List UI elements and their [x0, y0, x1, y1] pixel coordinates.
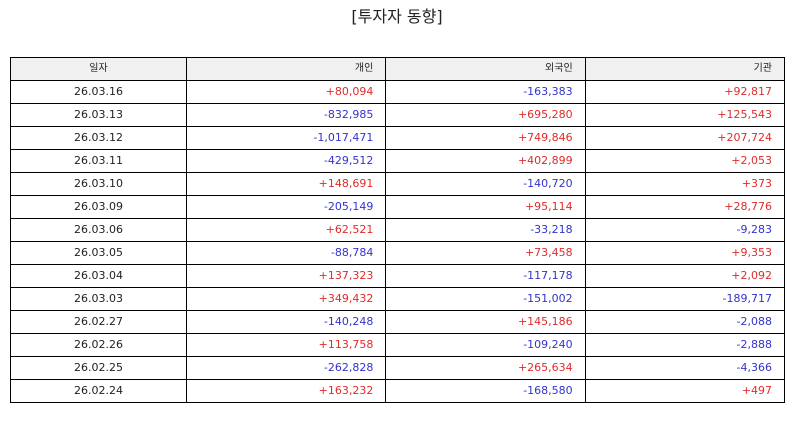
cell-date: 26.02.26: [10, 333, 187, 357]
table-header-row: 일자 개인 외국인 기관: [10, 57, 786, 81]
cell-date: 26.03.16: [10, 80, 187, 104]
table-row: 26.02.27 -140,248 +145,186 -2,088: [10, 310, 786, 334]
cell-institution: +28,776: [584, 195, 786, 219]
cell-date: 26.02.25: [10, 356, 187, 380]
cell-institution: -2,088: [584, 310, 786, 334]
cell-foreign: +145,186: [385, 310, 586, 334]
header-date: 일자: [10, 57, 187, 81]
cell-foreign: -168,580: [385, 379, 586, 403]
cell-individual: -1,017,471: [185, 126, 387, 150]
investor-flow-table: 일자 개인 외국인 기관 26.03.16 +80,094 -163,383 +92,…: [10, 57, 786, 403]
table-row: 26.03.10 +148,691 -140,720 +373: [10, 172, 786, 196]
cell-institution: +373: [584, 172, 786, 196]
cell-foreign: +265,634: [385, 356, 586, 380]
cell-date: 26.03.10: [10, 172, 187, 196]
cell-individual: +137,323: [185, 264, 387, 288]
cell-date: 26.02.27: [10, 310, 187, 334]
table-row: 26.02.26 +113,758 -109,240 -2,888: [10, 333, 786, 357]
cell-institution: -189,717: [584, 287, 786, 311]
cell-individual: -205,149: [185, 195, 387, 219]
cell-institution: +125,543: [584, 103, 786, 127]
cell-date: 26.03.11: [10, 149, 187, 173]
table-row: 26.02.24 +163,232 -168,580 +497: [10, 379, 786, 403]
cell-foreign: +749,846: [385, 126, 586, 150]
cell-individual: +349,432: [185, 287, 387, 311]
table-row: 26.03.12 -1,017,471 +749,846 +207,724: [10, 126, 786, 150]
cell-individual: -88,784: [185, 241, 387, 265]
cell-date: 26.02.24: [10, 379, 187, 403]
cell-institution: -4,366: [584, 356, 786, 380]
cell-individual: -832,985: [185, 103, 387, 127]
cell-foreign: +402,899: [385, 149, 586, 173]
cell-individual: +148,691: [185, 172, 387, 196]
cell-date: 26.03.05: [10, 241, 187, 265]
cell-institution: +2,053: [584, 149, 786, 173]
cell-institution: -9,283: [584, 218, 786, 242]
cell-foreign: -109,240: [385, 333, 586, 357]
cell-date: 26.03.13: [10, 103, 187, 127]
header-institution: 기관: [584, 57, 786, 81]
cell-date: 26.03.04: [10, 264, 187, 288]
cell-institution: +2,092: [584, 264, 786, 288]
header-individual: 개인: [185, 57, 387, 81]
table-row: 26.03.04 +137,323 -117,178 +2,092: [10, 264, 786, 288]
cell-individual: +113,758: [185, 333, 387, 357]
table-row: 26.03.06 +62,521 -33,218 -9,283: [10, 218, 786, 242]
cell-date: 26.03.09: [10, 195, 187, 219]
cell-institution: +497: [584, 379, 786, 403]
table-row: 26.03.09 -205,149 +95,114 +28,776: [10, 195, 786, 219]
cell-date: 26.03.03: [10, 287, 187, 311]
cell-institution: -2,888: [584, 333, 786, 357]
cell-individual: -429,512: [185, 149, 387, 173]
cell-date: 26.03.06: [10, 218, 187, 242]
cell-individual: +80,094: [185, 80, 387, 104]
cell-individual: +62,521: [185, 218, 387, 242]
page-title: [투자자 동향]: [351, 7, 443, 26]
table-row: 26.03.16 +80,094 -163,383 +92,817: [10, 80, 786, 104]
cell-individual: -262,828: [185, 356, 387, 380]
table-row: 26.03.13 -832,985 +695,280 +125,543: [10, 103, 786, 127]
cell-individual: -140,248: [185, 310, 387, 334]
cell-foreign: -151,002: [385, 287, 586, 311]
cell-foreign: -33,218: [385, 218, 586, 242]
cell-date: 26.03.12: [10, 126, 187, 150]
cell-institution: +92,817: [584, 80, 786, 104]
cell-institution: +9,353: [584, 241, 786, 265]
table-row: 26.03.03 +349,432 -151,002 -189,717: [10, 287, 786, 311]
cell-individual: +163,232: [185, 379, 387, 403]
table-row: 26.02.25 -262,828 +265,634 -4,366: [10, 356, 786, 380]
cell-institution: +207,724: [584, 126, 786, 150]
cell-foreign: +695,280: [385, 103, 586, 127]
header-foreign: 외국인: [385, 57, 586, 81]
cell-foreign: +73,458: [385, 241, 586, 265]
cell-foreign: -163,383: [385, 80, 586, 104]
cell-foreign: -117,178: [385, 264, 586, 288]
cell-foreign: -140,720: [385, 172, 586, 196]
table-row: 26.03.11 -429,512 +402,899 +2,053: [10, 149, 786, 173]
cell-foreign: +95,114: [385, 195, 586, 219]
table-row: 26.03.05 -88,784 +73,458 +9,353: [10, 241, 786, 265]
